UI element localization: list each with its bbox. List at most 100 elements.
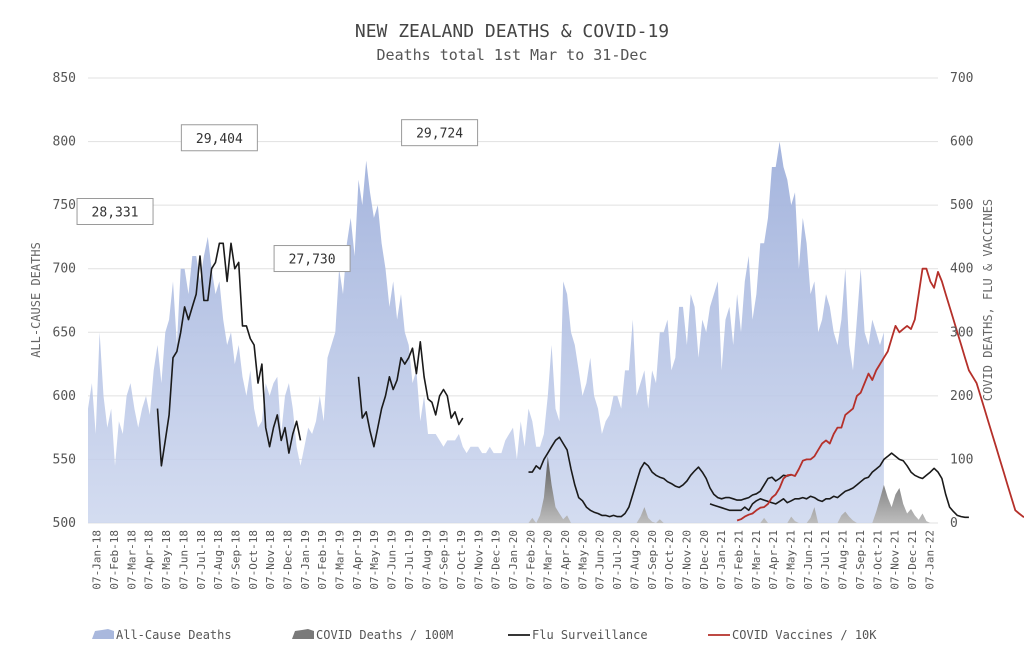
series-flu-surveillance — [709, 452, 969, 519]
x-tick-label: 07-Jan-19 — [299, 530, 312, 590]
callout-box — [273, 245, 351, 273]
x-tick-label: 07-Sep-19 — [438, 530, 451, 590]
legend-label: Flu Surveillance — [532, 628, 648, 642]
y-tick-label: 600 — [53, 389, 76, 404]
legend: All-Cause Deaths COVID Deaths / 100M Flu S… — [92, 628, 877, 642]
callout-label: 29,724 — [416, 127, 463, 142]
x-tick-label: 07-May-20 — [576, 530, 589, 590]
chart-title: NEW ZEALAND DEATHS & COVID-19 — [355, 21, 669, 42]
x-tick-label: 07-Jun-19 — [386, 530, 399, 590]
series-flu-surveillance — [357, 341, 464, 448]
y-axis-left: 500 550 600 650 700 750 800 850 — [53, 71, 76, 531]
y2-tick-label: 0 — [950, 516, 958, 531]
x-tick-label: 07-Apr-21 — [767, 530, 780, 590]
callout-box — [180, 124, 258, 152]
y-tick-label: 750 — [53, 198, 76, 213]
x-tick-label: 07-Jan-20 — [507, 530, 520, 590]
callout-box — [401, 119, 479, 147]
plot-area — [88, 141, 1024, 523]
x-tick-label: 07-Apr-19 — [351, 530, 364, 590]
x-tick-label: 07-Aug-20 — [628, 530, 641, 590]
x-tick-label: 07-Jul-18 — [195, 530, 208, 590]
legend-swatch — [292, 629, 314, 639]
legend-item: COVID Deaths / 100M — [292, 628, 453, 642]
total-callout: 27,730 — [273, 245, 351, 273]
x-tick-label: 07-Jan-21 — [715, 530, 728, 590]
x-tick-label: 07-Mar-19 — [334, 530, 347, 590]
x-tick-label: 07-Oct-20 — [663, 530, 676, 590]
x-tick-label: 07-Jun-18 — [177, 530, 190, 590]
x-tick-label: 07-Feb-21 — [733, 530, 746, 590]
series-all-cause-deaths — [88, 141, 884, 523]
chart-subtitle: Deaths total 1st Mar to 31-Dec — [377, 46, 648, 64]
x-tick-label: 07-Mar-18 — [125, 530, 138, 590]
x-tick-label: 07-Jan-22 — [923, 530, 936, 590]
callout-label: 28,331 — [92, 206, 139, 221]
x-axis: 07-Jan-18 07-Feb-18 07-Mar-18 07-Apr-18 07-M… — [91, 530, 937, 590]
legend-swatch — [92, 629, 114, 639]
x-tick-label: 07-Mar-20 — [542, 530, 555, 590]
x-tick-label: 07-Sep-18 — [229, 530, 242, 590]
y-tick-label: 700 — [53, 262, 76, 277]
x-tick-label: 07-Sep-21 — [854, 530, 867, 590]
x-tick-label: 07-Nov-19 — [472, 530, 485, 590]
legend-item: Flu Surveillance — [508, 628, 648, 642]
x-tick-label: 07-Aug-21 — [837, 530, 850, 590]
callout-label: 27,730 — [289, 253, 336, 268]
x-tick-label: 07-Sep-20 — [646, 530, 659, 590]
y2-tick-label: 300 — [950, 325, 973, 340]
x-tick-label: 07-May-18 — [160, 530, 173, 590]
series-covid-deaths — [528, 456, 931, 523]
x-tick-label: 07-Feb-20 — [524, 530, 537, 590]
legend-label: COVID Deaths / 100M — [316, 628, 453, 642]
x-tick-label: 07-May-19 — [368, 530, 381, 590]
y-tick-label: 500 — [53, 516, 76, 531]
total-callout: 29,404 — [180, 124, 258, 152]
y2-tick-label: 400 — [950, 262, 973, 277]
x-tick-label: 07-Jun-20 — [594, 530, 607, 590]
x-tick-label: 07-Jan-18 — [91, 530, 104, 590]
callout-box — [76, 198, 154, 225]
x-tick-label: 07-Nov-18 — [264, 530, 277, 590]
x-tick-label: 07-Dec-18 — [282, 530, 295, 590]
x-tick-label: 07-Oct-18 — [247, 530, 260, 590]
x-tick-label: 07-Apr-20 — [559, 530, 572, 590]
y2-tick-label: 100 — [950, 452, 973, 467]
legend-item: COVID Vaccines / 10K — [708, 628, 877, 642]
y2-tick-label: 200 — [950, 389, 973, 404]
legend-item: All-Cause Deaths — [92, 628, 232, 642]
y2-axis-title: COVID DEATHS, FLU & VACCINES — [981, 199, 995, 401]
x-tick-label: 07-Jun-21 — [802, 530, 815, 590]
x-tick-label: 07-Jul-21 — [819, 530, 832, 590]
y-tick-label: 650 — [53, 325, 76, 340]
y-tick-label: 800 — [53, 135, 76, 150]
x-tick-label: 07-Dec-21 — [906, 530, 919, 590]
x-tick-label: 07-May-21 — [785, 530, 798, 590]
y2-tick-label: 500 — [950, 198, 973, 213]
total-callout: 28,331 — [76, 198, 154, 225]
x-tick-label: 07-Jul-19 — [403, 530, 416, 590]
callouts: 28,331 29,404 27,730 29,724 — [76, 119, 479, 273]
x-tick-label: 07-Aug-19 — [420, 530, 433, 590]
y2-tick-label: 700 — [950, 71, 973, 86]
x-tick-label: 07-Dec-20 — [698, 530, 711, 590]
x-tick-label: 07-Feb-18 — [108, 530, 121, 590]
x-tick-label: 07-Aug-18 — [212, 530, 225, 590]
x-tick-label: 07-Oct-21 — [871, 530, 884, 590]
x-tick-label: 07-Jul-20 — [611, 530, 624, 590]
y2-tick-label: 600 — [950, 135, 973, 150]
series-flu-surveillance — [156, 242, 302, 467]
y-axis-right: 0 100 200 300 400 500 600 700 — [950, 71, 973, 531]
y-axis-title: ALL-CAUSE DEATHS — [29, 242, 43, 358]
callout-label: 29,404 — [196, 132, 243, 147]
x-tick-label: 07-Apr-18 — [143, 530, 156, 590]
y-tick-label: 550 — [53, 452, 76, 467]
legend-label: All-Cause Deaths — [116, 628, 232, 642]
series-covid-vaccines — [736, 267, 1024, 522]
y-tick-label: 850 — [53, 71, 76, 86]
legend-label: COVID Vaccines / 10K — [732, 628, 877, 642]
total-callout: 29,724 — [401, 119, 479, 147]
x-tick-label: 07-Dec-19 — [490, 530, 503, 590]
x-tick-label: 07-Nov-20 — [681, 530, 694, 590]
